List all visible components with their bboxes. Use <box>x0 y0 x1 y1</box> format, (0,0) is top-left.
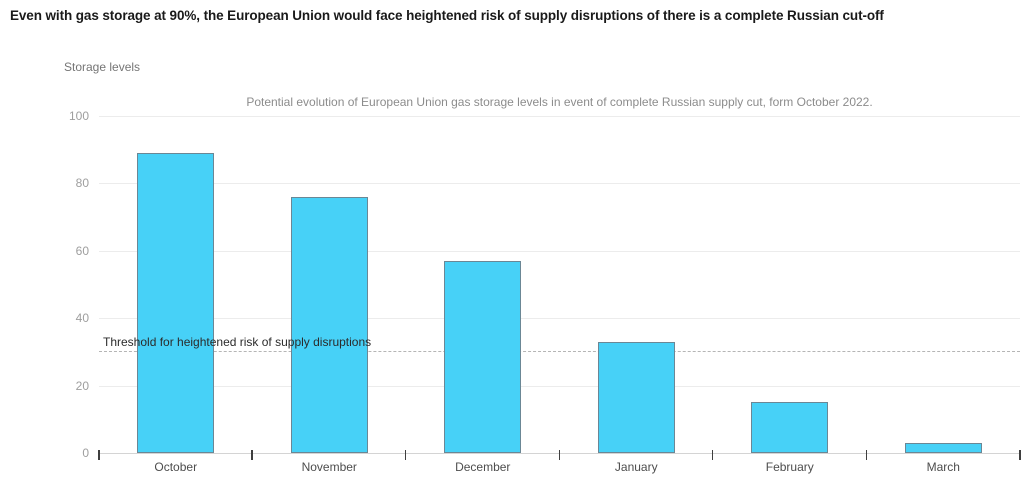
x-tick <box>1019 450 1021 460</box>
y-axis-title: Storage levels <box>64 60 141 74</box>
x-tick <box>865 450 867 460</box>
page-title: Even with gas storage at 90%, the Europe… <box>10 8 884 23</box>
gridline-60 <box>99 250 1020 252</box>
x-label-december: December <box>455 460 511 474</box>
x-tick <box>404 450 407 460</box>
bar-november <box>290 196 368 453</box>
y-tick-label-60: 60 <box>75 243 89 258</box>
chart-title: Potential evolution of European Union ga… <box>246 95 873 109</box>
threshold-label: Threshold for heightened risk of supply … <box>103 334 372 349</box>
x-label-january: January <box>614 460 658 474</box>
bar-december <box>444 260 522 453</box>
y-tick-label-80: 80 <box>75 176 89 191</box>
threshold-line <box>99 350 1020 352</box>
gridline-20 <box>99 385 1020 387</box>
x-tick <box>251 450 253 460</box>
bar-october <box>137 153 215 453</box>
gridline-40 <box>99 318 1020 320</box>
x-tick <box>558 450 560 460</box>
bar-february <box>751 402 829 453</box>
bar-january <box>597 341 675 453</box>
x-label-february: February <box>765 460 814 474</box>
y-tick-label-40: 40 <box>75 311 89 326</box>
y-tick-label-0: 0 <box>82 446 89 460</box>
gridline-80 <box>99 183 1020 185</box>
gridline-100 <box>99 116 1020 117</box>
x-axis: October November December January February Ma… <box>98 450 1021 483</box>
x-label-october: October <box>154 460 198 474</box>
bar-march <box>904 442 982 453</box>
y-tick-label-20: 20 <box>75 378 89 393</box>
x-label-november: November <box>301 460 357 474</box>
plot-area: 0 20 40 60 80 100 Threshold for heightened ris… <box>69 110 1020 459</box>
y-tick-label-100: 100 <box>68 109 89 123</box>
x-tick <box>711 450 714 460</box>
x-label-march: March <box>926 460 960 474</box>
x-tick <box>98 450 100 460</box>
